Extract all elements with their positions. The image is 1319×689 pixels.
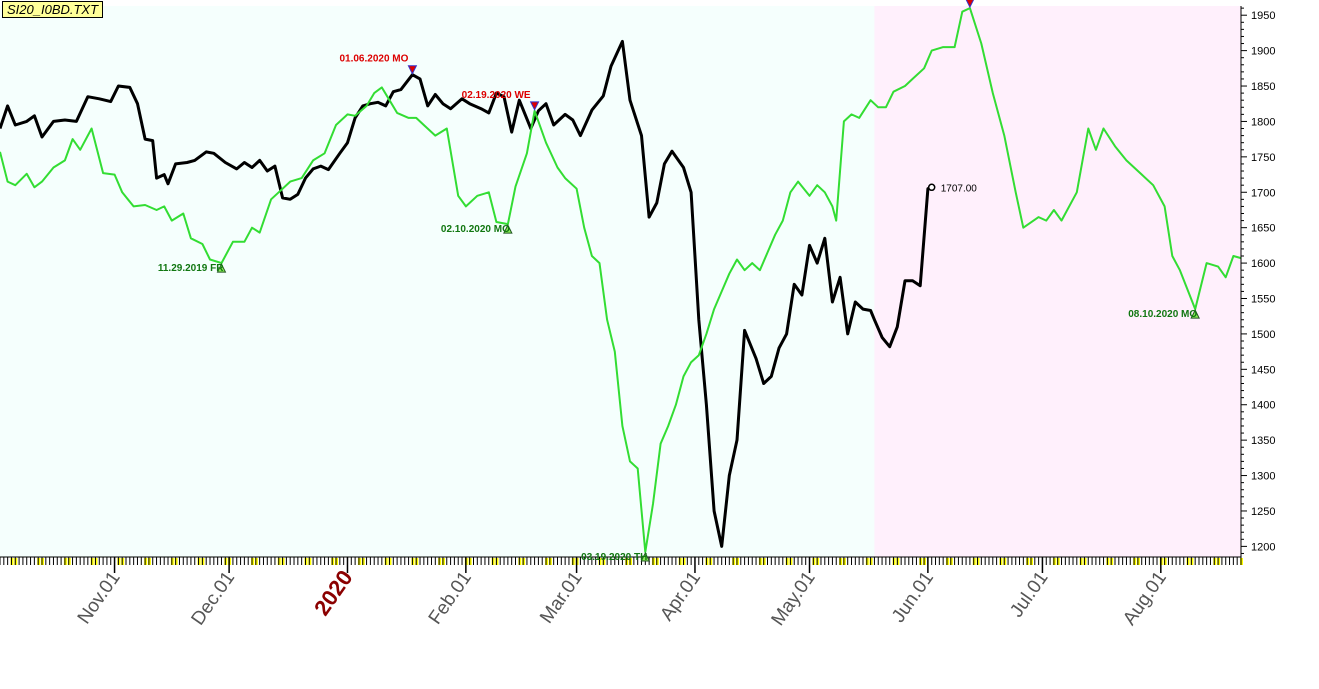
x-tick-label: May.01	[767, 568, 819, 630]
file-name-label: SI20_I0BD.TXT	[2, 1, 104, 18]
y-tick-label: 1850	[1251, 81, 1275, 93]
low-marker	[640, 551, 651, 562]
shaded-region-1	[874, 6, 1241, 557]
x-tick-label: Apr.01	[656, 568, 705, 625]
low-label: 02.10.2020 MO	[441, 224, 510, 235]
high-marker	[965, 0, 975, 9]
series-line-secondary	[0, 7, 1242, 553]
x-axis-ticks	[0, 556, 1243, 573]
y-tick-label: 1500	[1251, 329, 1275, 341]
y-tick-label: 1250	[1251, 506, 1275, 518]
x-tick-label: Dec.01	[187, 568, 239, 629]
low-marker	[216, 262, 227, 273]
y-tick-label: 1700	[1251, 187, 1275, 199]
y-tick-label: 1600	[1251, 258, 1275, 270]
series-lines: 1707.00	[0, 7, 1242, 553]
x-tick-label: Nov.01	[74, 568, 125, 628]
y-tick-label: 1900	[1251, 46, 1275, 58]
y-tick-label: 1950	[1251, 10, 1275, 22]
x-tick-label: Feb.01	[425, 568, 476, 629]
x-tick-label: Mar.01	[536, 568, 587, 628]
low-marker	[1190, 309, 1200, 319]
last-value-marker	[927, 183, 936, 192]
low-label: 03.19.2020 TH	[581, 552, 647, 563]
low-marker	[503, 224, 513, 234]
x-tick-label: Jun.01	[888, 568, 938, 627]
y-tick-label: 1350	[1251, 435, 1275, 447]
high-label: 02.19.2020 WE	[462, 90, 531, 101]
low-label: 11.29.2019 FR	[158, 263, 224, 274]
y-tick-label: 1450	[1251, 364, 1275, 376]
x-tick-label: Aug.01	[1119, 568, 1171, 629]
high-marker	[407, 65, 418, 75]
x-axis-labels: Nov.01 Dec.01 2020 Feb.01 Mar.01 Apr.01 May.01…	[74, 566, 1171, 630]
y-tick-label: 1300	[1251, 471, 1275, 483]
y-tick-label: 1800	[1251, 116, 1275, 128]
y-tick-label: 1400	[1251, 400, 1275, 412]
high-marker	[529, 101, 540, 111]
y-axis: 1200 1250 1300 1350 1400 1450 1500 1550 1600 1650…	[1240, 6, 1275, 557]
low-label: 08.10.2020 MO	[1128, 309, 1197, 320]
y-tick-label: 1200	[1251, 541, 1275, 553]
chart-background	[0, 6, 1241, 557]
high-label: 01.06.2020 MO	[339, 54, 408, 65]
y-tick-label: 1750	[1251, 152, 1275, 164]
y-tick-label: 1550	[1251, 293, 1275, 305]
y-tick-label: 1650	[1251, 223, 1275, 235]
last-value-label: 1707.00	[941, 183, 978, 194]
x-tick-label: Jul.01	[1006, 568, 1052, 622]
x-tick-label-year: 2020	[309, 566, 358, 620]
series-line-primary	[0, 39, 933, 548]
